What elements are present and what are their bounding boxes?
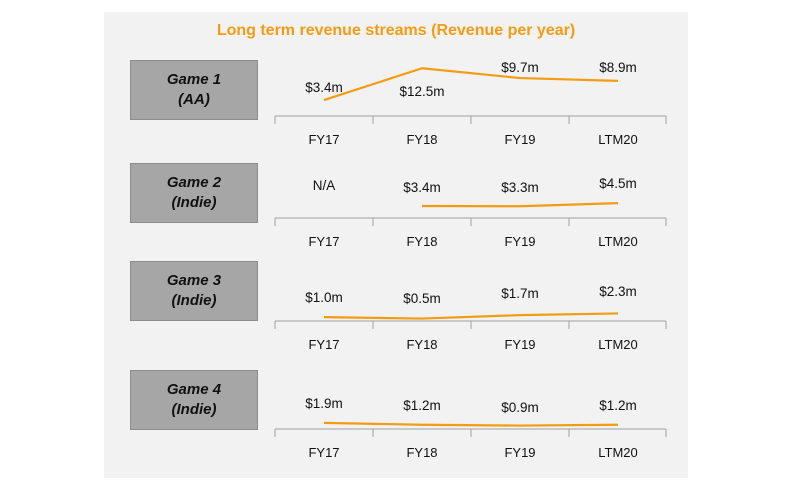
game-2-type: (Indie) — [171, 194, 217, 211]
game-4-data-label-2: $0.9m — [501, 400, 539, 415]
game-1-data-label-0: $3.4m — [305, 80, 343, 95]
game-3-data-label-3: $2.3m — [599, 284, 637, 299]
game-3-tick-label-fy19: FY19 — [504, 337, 535, 352]
game-4-tick-label-fy19: FY19 — [504, 445, 535, 460]
game-2-data-label-0: N/A — [313, 178, 336, 193]
game-3-name: Game 3 — [166, 272, 222, 289]
game-2-tick-label-fy17: FY17 — [308, 234, 339, 249]
game-1-tick-label-fy19: FY19 — [504, 132, 535, 147]
game-2-tick-label-fy19: FY19 — [504, 234, 535, 249]
game-1-tick-label-fy18: FY18 — [406, 132, 437, 147]
game-3-revenue-line — [323, 312, 619, 320]
game-2-data-label-1: $3.4m — [403, 180, 441, 195]
game-3-label-box: Game 3 (Indie) — [130, 261, 258, 321]
game-1-revenue-line — [323, 67, 619, 102]
game-3-data-label-0: $1.0m — [305, 290, 343, 305]
game-3-type: (Indie) — [171, 292, 217, 309]
game-1-tick-label-ltm20: LTM20 — [598, 132, 638, 147]
game-1-data-label-2: $9.7m — [501, 60, 539, 75]
game-2-data-label-3: $4.5m — [599, 176, 637, 191]
game-3-data-label-2: $1.7m — [501, 286, 539, 301]
game-2-revenue-line — [421, 202, 619, 208]
game-4-tick-label-ltm20: LTM20 — [598, 445, 638, 460]
chart-title: Long term revenue streams (Revenue per y… — [216, 22, 576, 39]
game-4-data-label-3: $1.2m — [599, 398, 637, 413]
game-4-type: (Indie) — [171, 401, 217, 418]
game-2-tick-label-fy18: FY18 — [406, 234, 437, 249]
game-4-revenue-line — [323, 421, 619, 427]
game-4-label-box: Game 4 (Indie) — [130, 370, 258, 430]
game-3-tick-label-fy18: FY18 — [406, 337, 437, 352]
game-4-tick-label-fy17: FY17 — [308, 445, 339, 460]
game-1-type: (AA) — [178, 91, 210, 108]
game-3-tick-label-fy17: FY17 — [308, 337, 339, 352]
game-1-label-box: Game 1 (AA) — [130, 60, 258, 120]
game-4-data-label-1: $1.2m — [403, 398, 441, 413]
game-2-tick-label-ltm20: LTM20 — [598, 234, 638, 249]
game-1-name: Game 1 — [166, 71, 222, 88]
game-2-label-box: Game 2 (Indie) — [130, 163, 258, 223]
game-1-data-label-3: $8.9m — [599, 60, 637, 75]
game-4-name: Game 4 — [166, 381, 222, 398]
game-1-data-label-1: $12.5m — [399, 84, 444, 99]
game-2-name: Game 2 — [166, 174, 222, 191]
game-1-tick-label-fy17: FY17 — [308, 132, 339, 147]
game-4-data-label-0: $1.9m — [305, 396, 343, 411]
game-3-tick-label-ltm20: LTM20 — [598, 337, 638, 352]
game-3-data-label-1: $0.5m — [403, 291, 441, 306]
game-4-tick-label-fy18: FY18 — [406, 445, 437, 460]
game-2-data-label-2: $3.3m — [501, 180, 539, 195]
